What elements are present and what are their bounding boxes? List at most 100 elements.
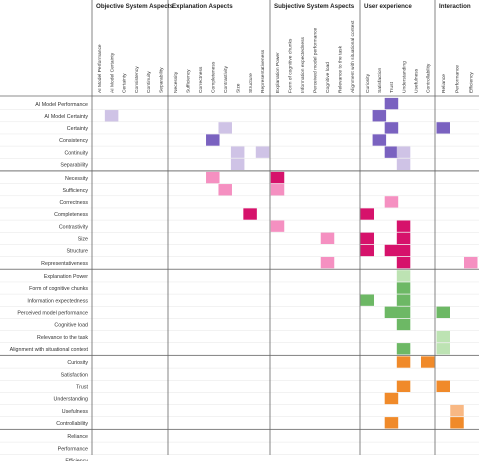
row-label-information-expectedness: Information expectedness: [27, 298, 88, 304]
row-label-continuity: Continuity: [64, 150, 88, 156]
matrix-cell: [270, 184, 285, 196]
column-label-efficiency: Efficiency: [468, 72, 474, 93]
row-label-satisfaction: Satisfaction: [61, 372, 88, 378]
row-label-understanding: Understanding: [54, 397, 89, 403]
matrix-cell: [396, 343, 411, 355]
column-label-perceived-model-performance: Perceived model performance: [313, 27, 319, 93]
column-labels: AI Model Performance AI Model Certainty Ce…: [97, 20, 474, 93]
column-label-sufficiency: Sufficiency: [186, 69, 192, 93]
row-label-separability: Separability: [60, 163, 88, 169]
column-label-curiosity: Curiosity: [365, 73, 371, 93]
row-label-curiosity: Curiosity: [67, 360, 88, 366]
matrix-cell: [464, 256, 478, 269]
column-label-understanding: Understanding: [401, 61, 407, 93]
column-label-consistency: Consistency: [134, 66, 140, 93]
column-label-form-of-cognitive-chunks: Form of cognitive chunks: [288, 38, 294, 93]
matrix-cell: [396, 244, 411, 257]
matrix-cell: [360, 294, 375, 306]
column-label-information-expectedness: Information expectedness: [300, 36, 306, 93]
matrix-cell: [384, 97, 399, 110]
column-label-relevance-to-the-task: Relevance to the task: [338, 45, 344, 93]
column-label-usefulness: Usefulness: [413, 68, 419, 93]
group-title-user-experience: User experience: [364, 3, 412, 10]
column-label-continuity: Continuity: [146, 71, 152, 93]
group-title-subjective-system-aspects: Subjective System Aspects: [274, 3, 355, 10]
matrix-cell: [384, 122, 399, 134]
row-label-completeness: Completeness: [54, 212, 88, 218]
row-label-consistency: Consistency: [59, 138, 88, 144]
matrix-cell: [396, 356, 411, 368]
column-label-necessity: Necessity: [173, 71, 179, 93]
matrix-cell: [218, 184, 232, 196]
column-label-contrastivity: Contrastivity: [223, 66, 229, 93]
column-label-trust: Trust: [389, 81, 395, 93]
group-title-explanation-aspects: Explanation Aspects: [172, 3, 233, 10]
matrix-cell: [396, 282, 411, 294]
matrix-cell: [436, 343, 450, 355]
column-label-structure: Structure: [248, 73, 254, 93]
column-label-size: Size: [235, 83, 241, 93]
matrix-cell: [320, 232, 335, 244]
matrix-cells: [104, 97, 478, 429]
matrix-cell: [320, 256, 335, 269]
row-label-controllability: Controllability: [56, 421, 88, 427]
matrix-cell: [396, 146, 411, 158]
matrix-cell: [396, 294, 411, 306]
matrix-cell: [396, 256, 411, 269]
column-label-controllability: Controllability: [425, 63, 431, 93]
row-labels: AI Model Performance AI Model Certainty Ce…: [10, 102, 89, 461]
column-label-correctness: Correctness: [198, 66, 204, 93]
row-label-explanation-power: Explanation Power: [44, 274, 88, 280]
matrix-cell: [360, 244, 375, 257]
matrix-cell: [230, 146, 245, 158]
column-label-satisfaction: Satisfaction: [377, 67, 383, 93]
matrix-cell: [206, 171, 220, 184]
row-label-correctness: Correctness: [59, 200, 88, 206]
row-label-efficiency: Efficiency: [65, 459, 88, 461]
row-label-structure: Structure: [67, 249, 89, 255]
group-title-objective-system-aspects: Objective System Aspects: [96, 3, 174, 10]
matrix-cell: [436, 380, 450, 392]
column-label-separability: Separability: [158, 67, 164, 93]
matrix-cell: [396, 158, 411, 170]
column-label-ai-model-certainty: AI Model Certainty: [109, 52, 115, 93]
row-label-perceived-model-performance: Perceived model performance: [17, 311, 88, 317]
matrix-cell: [270, 220, 285, 232]
matrix-cell: [396, 232, 411, 244]
column-label-alignment-with-situational-context: Alignment with situational context: [350, 20, 356, 93]
row-label-trust: Trust: [76, 385, 88, 391]
matrix-cell: [450, 404, 464, 417]
row-label-ai-model-certainty: AI Model Certainty: [44, 114, 88, 120]
matrix-cell: [360, 208, 375, 220]
matrix-cell: [450, 417, 464, 429]
column-label-reliance: Reliance: [441, 74, 447, 93]
matrix-cell: [396, 270, 411, 282]
matrix-cell: [218, 122, 232, 134]
row-label-representativeness: Representativeness: [41, 261, 88, 267]
row-label-form-of-cognitive-chunks: Form of cognitive chunks: [29, 286, 88, 292]
matrix-cell: [206, 134, 220, 146]
matrix-cell: [396, 318, 411, 331]
matrix-cell: [255, 146, 270, 158]
column-label-explanation-power: Explanation Power: [275, 52, 281, 93]
row-label-usefulness: Usefulness: [62, 409, 89, 415]
column-label-performance: Performance: [455, 65, 461, 93]
matrix-cell: [384, 306, 399, 318]
matrix-cell: [384, 146, 399, 158]
row-label-relevance-to-the-task: Relevance to the task: [37, 335, 88, 341]
matrix-cell: [230, 158, 245, 170]
row-label-certainty: Certainty: [67, 126, 89, 132]
row-label-cognitive-load: Cognitive load: [54, 323, 88, 329]
column-label-representativeness: Representativeness: [260, 49, 266, 93]
column-label-certainty: Certainty: [122, 73, 128, 93]
row-label-performance: Performance: [58, 446, 88, 452]
column-label-completeness: Completeness: [210, 61, 216, 93]
matrix-cell: [436, 306, 450, 318]
row-label-contrastivity: Contrastivity: [59, 224, 88, 230]
matrix-cell: [384, 244, 399, 257]
matrix-cell: [396, 306, 411, 318]
row-label-ai-model-performance: AI Model Performance: [35, 102, 88, 108]
